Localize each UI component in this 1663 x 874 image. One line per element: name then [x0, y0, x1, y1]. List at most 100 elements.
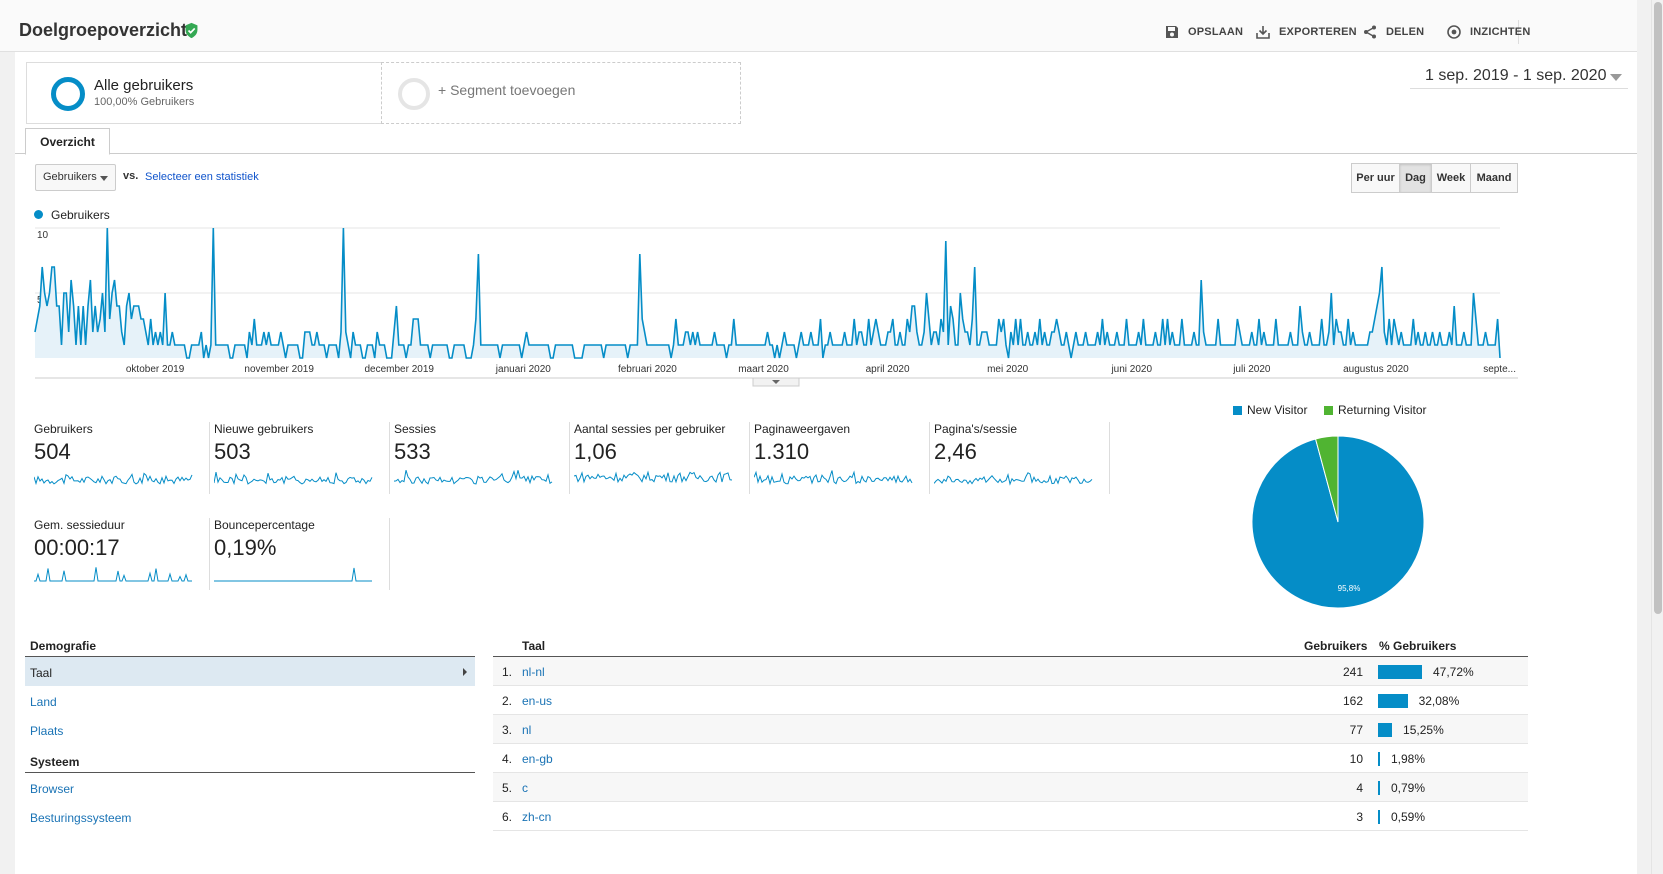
tile-divider: [209, 422, 210, 494]
export-label: EXPORTEREN: [1279, 26, 1357, 38]
users-series-line: [34, 227, 1501, 359]
language-link[interactable]: c: [522, 781, 528, 795]
metric-sparkline: [574, 470, 733, 484]
language-link[interactable]: nl-nl: [522, 665, 545, 679]
row-users: 77: [1349, 723, 1363, 737]
share-bar: [1378, 665, 1422, 679]
metric-value: 1.310: [754, 439, 810, 464]
chevron-right-icon: [463, 668, 467, 676]
metric-value: 2,46: [934, 439, 977, 464]
row-pct: 0,59%: [1391, 810, 1426, 824]
x-tick-label: augustus 2020: [1343, 364, 1409, 375]
demo-item-browser[interactable]: Browser: [30, 782, 75, 796]
insights-button[interactable]: INZICHTEN: [1446, 22, 1530, 42]
pie-slice-returning-visitor[interactable]: [1314, 435, 1339, 523]
save-button[interactable]: OPSLAAN: [1164, 22, 1243, 42]
visitor-type-pie-chart: 95,8%: [1251, 435, 1425, 609]
metric-tile[interactable]: Bouncepercentage 0,19%: [210, 518, 390, 590]
demo-item-plaats[interactable]: Plaats: [30, 724, 64, 738]
sparkline-path: [214, 472, 373, 486]
language-link[interactable]: en-us: [522, 694, 553, 708]
row-index: 5.: [502, 781, 513, 795]
x-tick-label: mei 2020: [987, 364, 1029, 375]
metric-tile[interactable]: Gem. sessieduur 00:00:17: [30, 518, 210, 590]
sparkline-path: [394, 469, 553, 485]
metric-tile[interactable]: Nieuwe gebruikers 503: [210, 422, 390, 494]
metric-tile[interactable]: Paginaweergaven 1.310: [750, 422, 930, 494]
select-metric-link[interactable]: Selecteer een statistiek: [145, 171, 259, 183]
metric-label: Gebruikers: [34, 422, 93, 436]
sparkline-path: [34, 567, 192, 582]
table-row: 4. en-gb 10 1,98%: [493, 744, 1528, 773]
report-content: Alle gebruikers 100,00% Gebruikers + Seg…: [15, 52, 1637, 874]
share-button[interactable]: DELEN: [1362, 22, 1424, 42]
metric-tile[interactable]: Aantal sessies per gebruiker 1,06: [570, 422, 750, 494]
save-icon: [1166, 26, 1178, 38]
table-header-users: Gebruikers: [1304, 639, 1368, 653]
demo-item-taal[interactable]: Taal: [25, 657, 475, 686]
demographics-heading: Demografie: [30, 639, 97, 653]
demo-item-land[interactable]: Land: [30, 695, 57, 709]
table-row: 6. zh-cn 3 0,59%: [493, 802, 1528, 831]
language-link[interactable]: nl: [522, 723, 532, 737]
insights-label: INZICHTEN: [1470, 26, 1531, 38]
scrollbar-thumb[interactable]: [1654, 2, 1662, 614]
metric-label: Aantal sessies per gebruiker: [574, 422, 726, 436]
granularity-month-button[interactable]: Maand: [1470, 163, 1518, 193]
metric-tile[interactable]: Sessies 533: [390, 422, 570, 494]
table-row: 2. en-us 162 32,08%: [493, 686, 1528, 715]
row-index: 1.: [502, 665, 513, 679]
tile-divider: [389, 422, 390, 494]
metric-sparkline: [754, 470, 913, 486]
metric-label: Bouncepercentage: [214, 518, 315, 532]
x-tick-label: februari 2020: [618, 364, 677, 375]
pie-legend-returning: Returning Visitor: [1324, 403, 1427, 417]
tab-overview[interactable]: Overzicht: [25, 128, 110, 155]
sparkline-path: [574, 470, 733, 484]
system-heading: Systeem: [30, 755, 80, 769]
granularity-week-button[interactable]: Week: [1431, 163, 1471, 193]
sparkline-path: [754, 470, 913, 486]
metric-value: 00:00:17: [34, 535, 120, 560]
share-label: DELEN: [1386, 26, 1425, 38]
table-header-pct: % Gebruikers: [1379, 639, 1457, 653]
save-label: OPSLAAN: [1188, 26, 1244, 38]
metric-select[interactable]: Gebruikers: [35, 164, 116, 191]
demo-item-label: Taal: [30, 666, 53, 680]
row-index: 4.: [502, 752, 513, 766]
report-header: Doelgroepoverzicht OPSLAAN EXPORTEREN DE…: [0, 0, 1637, 52]
row-index: 2.: [502, 694, 513, 708]
metric-label: Pagina's/sessie: [934, 422, 1018, 436]
demo-item-os[interactable]: Besturingssysteem: [30, 811, 132, 825]
granularity-day-button[interactable]: Dag: [1399, 163, 1432, 193]
segment-all-users[interactable]: Alle gebruikers 100,00% Gebruikers: [26, 62, 386, 124]
tile-divider: [569, 422, 570, 494]
language-link[interactable]: en-gb: [522, 752, 553, 766]
row-index: 3.: [502, 723, 513, 737]
segment-ring-icon: [51, 77, 85, 111]
tab-strip-line: [15, 153, 1637, 154]
metric-value: 0,19%: [214, 535, 277, 560]
returning-visitor-swatch: [1324, 405, 1333, 415]
date-range-picker[interactable]: 1 sep. 2019 - 1 sep. 2020: [1410, 65, 1628, 89]
sparkline-path: [214, 567, 372, 582]
legend-swatch: [34, 210, 43, 219]
add-segment-label: + Segment toevoegen: [438, 82, 576, 98]
add-segment-button[interactable]: + Segment toevoegen: [381, 62, 741, 124]
export-button[interactable]: EXPORTEREN: [1255, 22, 1357, 42]
metric-label: Sessies: [394, 422, 437, 436]
page-title: Doelgroepoverzicht: [19, 20, 188, 40]
x-tick-label: juli 2020: [1232, 364, 1271, 375]
row-pct: 15,25%: [1403, 723, 1444, 737]
language-link[interactable]: zh-cn: [522, 810, 552, 824]
metric-value: 533: [394, 439, 431, 464]
share-bar: [1378, 810, 1380, 824]
metric-tile[interactable]: Gebruikers 504: [30, 422, 210, 494]
granularity-hour-button[interactable]: Per uur: [1351, 163, 1400, 193]
metric-sparkline: [934, 472, 1093, 486]
x-tick-label: juni 2020: [1110, 364, 1152, 375]
metric-sparkline: [214, 472, 373, 486]
metric-tile[interactable]: Pagina's/sessie 2,46: [930, 422, 1110, 494]
metric-label: Paginaweergaven: [754, 422, 851, 436]
demographics-divider: [25, 656, 475, 657]
